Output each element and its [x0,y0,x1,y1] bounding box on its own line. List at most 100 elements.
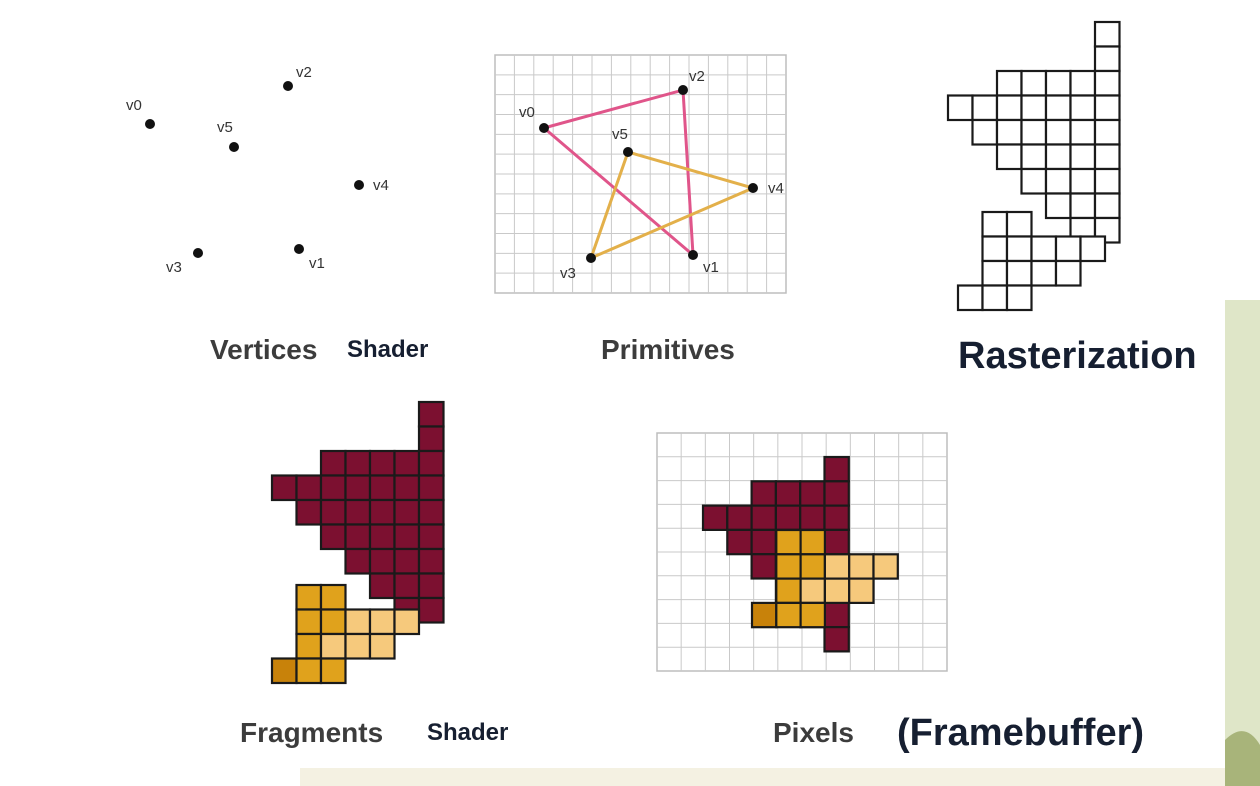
fragment-cell-maroon [417,572,445,600]
primitive-v4-point [748,183,758,193]
fragment-cell-maroon [295,498,323,526]
raster-cell-triangle-a [1093,69,1121,97]
primitives-label: Primitives [601,334,735,365]
primitive-v2-label: v2 [689,68,705,85]
fragment-cell-maroon [393,474,421,502]
primitive-v5-label: v5 [612,126,628,143]
vertex-v2-label: v2 [296,64,312,81]
raster-cell-triangle-a [1044,143,1072,171]
pixel-cell-maroon [726,528,753,556]
fragment-cell-maroon [344,474,372,502]
vertex-v3-label: v3 [166,259,182,276]
fragment-cell-gold [270,657,298,685]
primitive-v3-point [586,253,596,263]
raster-cell-triangle-a [946,94,974,122]
fragment-cell-maroon [319,498,347,526]
vertices-panel: v0 v2 v5 v4 v3 v1 [126,64,389,276]
fragment-cell-maroon [393,547,421,575]
raster-cell-triangle-b [956,284,984,312]
fragment-cell-maroon [417,449,445,477]
raster-cell-triangle-b [1005,284,1033,312]
fragment-cell-maroon [344,523,372,551]
raster-cell-triangle-a [995,118,1023,146]
fragment-cell-gold [295,583,323,611]
raster-cell-triangle-a [1020,69,1048,97]
primitives-panel: v0 v2 v5 v4 v3 v1 [494,54,787,294]
pixel-cell-maroon [750,528,777,556]
raster-cell-triangle-a [1093,192,1121,220]
fragment-cell-gold [295,608,323,636]
fragment-cell-gold [319,632,347,660]
raster-cell-triangle-a [1020,143,1048,171]
pixel-cell-maroon [701,504,729,532]
primitive-triangle-pink [540,88,695,259]
pixel-cell-maroon [750,553,777,580]
raster-cell-triangle-b [981,284,1009,312]
fragment-cell-maroon [368,572,396,600]
raster-cell-triangle-a [1093,20,1121,48]
fragment-cell-maroon [319,449,347,477]
raster-cell-triangle-a [1069,167,1097,195]
fragment-cell-maroon [368,498,396,526]
fragment-cell-maroon [368,449,396,477]
fragment-cell-maroon [417,425,445,453]
raster-cell-triangle-a [1093,143,1121,171]
raster-cell-triangle-a [1093,118,1121,146]
raster-cell-triangle-a [1069,69,1097,97]
vertex-v5-label: v5 [217,119,233,136]
fragment-cell-maroon [393,572,421,600]
pixels-label: Pixels [773,717,854,748]
fragment-cell-maroon [295,474,323,502]
pixel-cell-maroon [799,504,826,532]
raster-cell-triangle-b [1030,259,1058,287]
pixel-cell-maroon [823,625,850,653]
fragments-shader-label: Shader [427,719,508,746]
fragment-cell-gold [368,632,396,660]
raster-cell-triangle-a [1020,167,1048,195]
pixel-cell-maroon [823,601,850,629]
raster-cell-triangle-a [1069,143,1097,171]
pixel-cell-gold [823,577,851,604]
primitive-v2-point [678,85,688,95]
pixels-cells [701,455,899,653]
raster-cell-triangle-a [971,118,999,146]
pixel-cell-maroon [726,504,753,532]
pixel-cell-gold [872,553,899,580]
raster-cell-triangle-b [1005,210,1033,238]
pixel-cell-gold [799,528,826,556]
framebuffer-label: (Framebuffer) [897,712,1144,754]
fragment-cell-maroon [319,474,347,502]
raster-cell-triangle-b [1079,235,1107,263]
fragments-panel [270,400,445,685]
raster-cell-triangle-a [1069,192,1097,220]
pixel-cell-gold [799,601,826,629]
raster-cell-triangle-b [981,259,1009,287]
pixel-cell-gold [775,601,802,629]
raster-cell-triangle-a [1093,94,1121,122]
pixel-cell-gold [799,553,826,580]
vertices-shader-label: Shader [347,336,428,363]
pixel-cell-gold [823,553,851,580]
pixel-cell-gold [848,553,875,580]
fragment-cell-maroon [417,474,445,502]
fragment-cell-gold [295,657,323,685]
fragment-cell-maroon [368,523,396,551]
fragment-cell-maroon [368,547,396,575]
primitive-triangle-gold [588,150,758,261]
raster-cell-triangle-b [981,210,1009,238]
raster-cell-triangle-a [1044,167,1072,195]
pixel-cell-gold [799,577,826,604]
raster-cell-triangle-a [1093,45,1121,73]
primitive-v0-point [539,123,549,133]
fragment-cell-gold [319,657,347,685]
primitive-v4-label: v4 [768,180,784,197]
fragment-cell-maroon [344,498,372,526]
raster-cell-triangle-a [1069,118,1097,146]
fragment-cell-gold [344,632,372,660]
fragment-cell-gold [319,583,347,611]
vertices-label: Vertices [210,334,317,365]
raster-cell-triangle-a [1093,167,1121,195]
pixel-cell-maroon [750,504,777,532]
pixel-cell-gold [848,577,875,604]
vertex-v3-point [193,248,203,258]
